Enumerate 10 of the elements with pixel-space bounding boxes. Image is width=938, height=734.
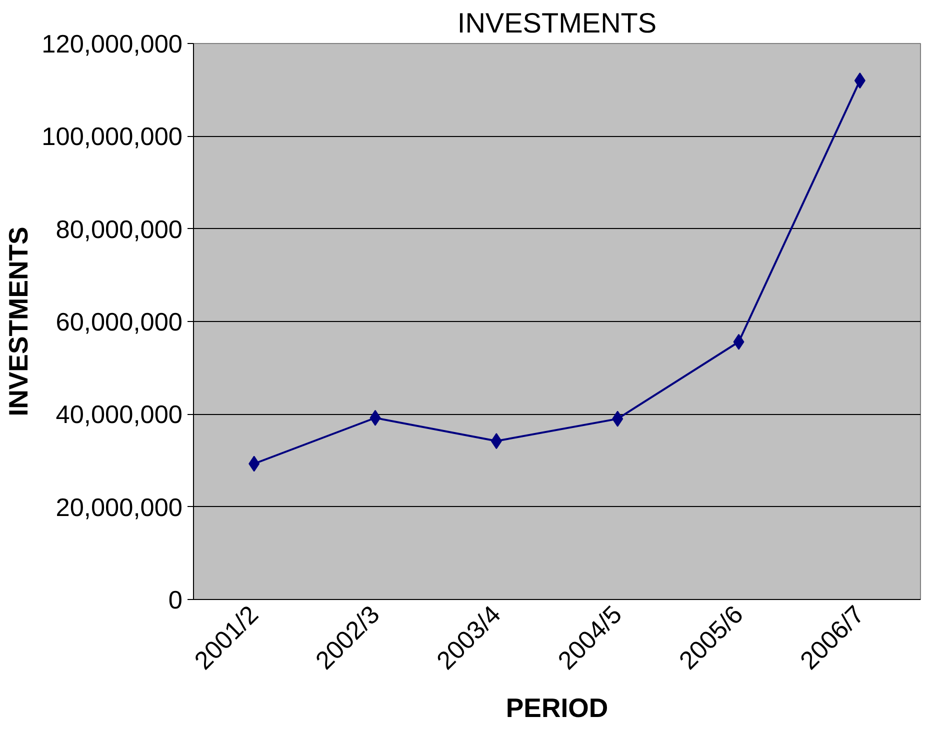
x-axis-title: PERIOD [506, 693, 608, 724]
y-tick-label: 20,000,000 [56, 494, 182, 522]
y-axis-title: INVESTMENTS [4, 226, 34, 416]
chart-title: INVESTMENTS [457, 8, 657, 38]
y-tick-label: 100,000,000 [42, 123, 183, 152]
y-tick-label: 0 [168, 586, 183, 614]
y-tick-label: 120,000,000 [42, 30, 183, 58]
y-tick-label: 80,000,000 [56, 216, 182, 244]
y-tick-label: 60,000,000 [56, 308, 182, 336]
y-tick-label: 40,000,000 [56, 401, 182, 430]
